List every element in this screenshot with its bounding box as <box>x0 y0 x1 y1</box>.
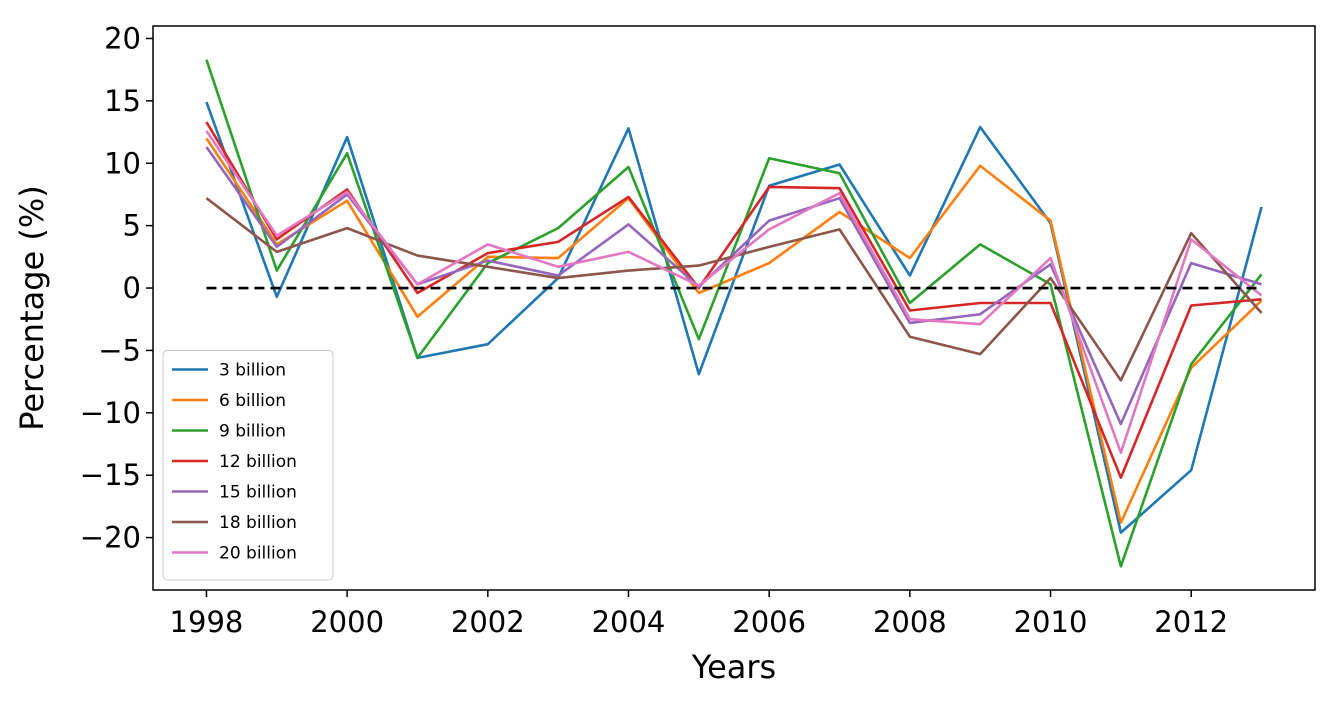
x-tick-label: 2008 <box>873 605 947 639</box>
x-tick-label: 2010 <box>1014 605 1088 639</box>
y-axis-label: Percentage (%) <box>13 185 51 431</box>
y-tick-label: 20 <box>104 21 141 55</box>
legend: 3 billion 6 billion 9 billion 12 billion 15 … <box>162 350 334 581</box>
y-tick-label: 0 <box>123 271 141 305</box>
legend-entry-label: 6 billion <box>219 391 286 411</box>
y-tick-label: −20 <box>80 521 141 555</box>
legend-entry-label: 15 billion <box>219 483 297 503</box>
x-tick-label: 2004 <box>592 605 666 639</box>
legend-entry-label: 18 billion <box>219 513 297 533</box>
axes-frame <box>152 25 1316 591</box>
y-tick-label: −15 <box>80 458 141 492</box>
y-tick-label: 15 <box>104 84 141 118</box>
y-tick-label: 10 <box>104 146 141 180</box>
plot-area <box>205 59 1263 568</box>
series-line-4 <box>205 121 1262 480</box>
legend-entry-label: 12 billion <box>219 452 297 472</box>
x-tick-label: 2012 <box>1154 605 1228 639</box>
x-tick-label: 2000 <box>310 605 384 639</box>
x-tick-label: 2002 <box>451 605 525 639</box>
x-axis-label: Years <box>691 648 776 686</box>
x-tick-label: 1998 <box>170 605 244 639</box>
y-tick-label: −5 <box>98 333 141 367</box>
x-axis: 1998 2000 2002 2004 2006 2008 2010 2012 <box>170 590 1228 639</box>
y-axis: −20 −15 −10 −5 0 5 10 15 20 <box>80 21 153 555</box>
y-tick-label: 5 <box>123 209 141 243</box>
series-line-1 <box>205 101 1263 534</box>
y-tick-label: −10 <box>80 396 141 430</box>
x-tick-label: 2006 <box>732 605 806 639</box>
series-line-7 <box>205 130 1263 455</box>
legend-entry-label: 9 billion <box>219 422 286 442</box>
legend-entry-label: 3 billion <box>219 361 286 381</box>
series-line-3 <box>205 59 1263 568</box>
legend-entry-label: 20 billion <box>219 544 297 564</box>
